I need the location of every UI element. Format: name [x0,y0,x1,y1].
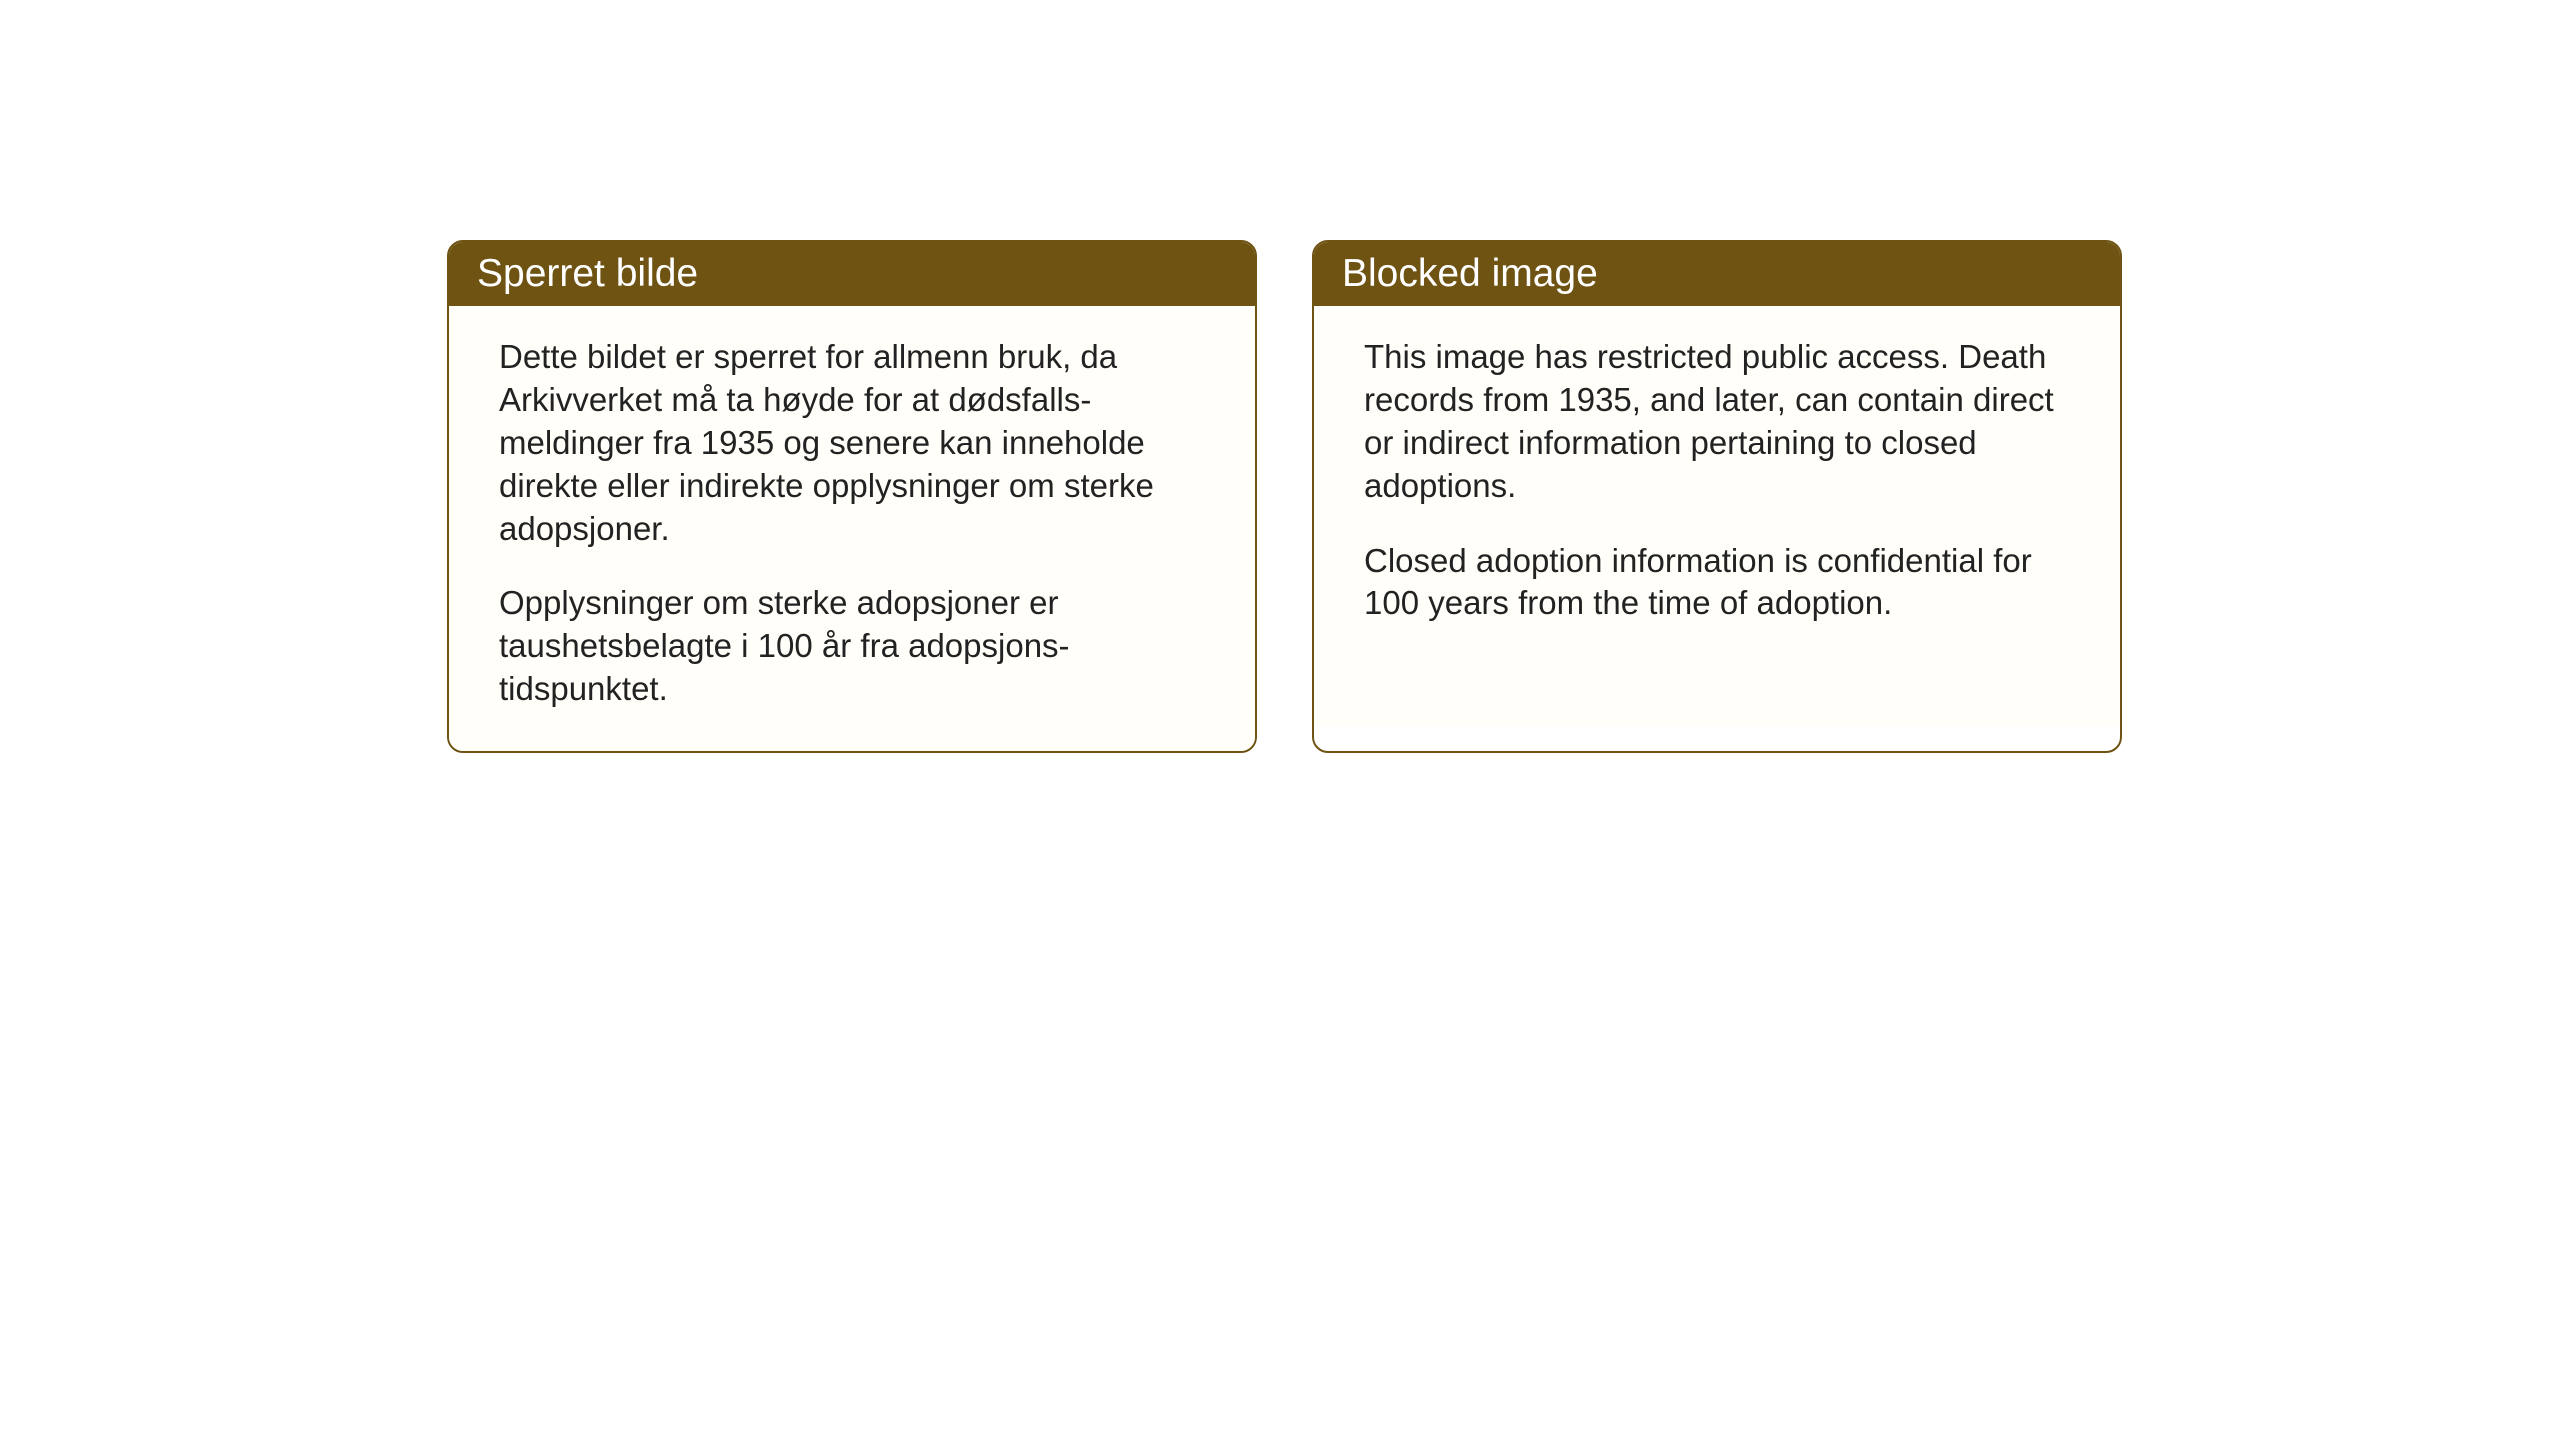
card-header-english: Blocked image [1314,242,2120,306]
card-paragraph-1-english: This image has restricted public access.… [1364,336,2070,508]
card-title-english: Blocked image [1342,252,1598,295]
notice-cards-container: Sperret bilde Dette bildet er sperret fo… [447,240,2122,753]
notice-card-norwegian: Sperret bilde Dette bildet er sperret fo… [447,240,1257,753]
card-paragraph-1-norwegian: Dette bildet er sperret for allmenn bruk… [499,336,1205,550]
card-body-english: This image has restricted public access.… [1314,306,2120,725]
notice-card-english: Blocked image This image has restricted … [1312,240,2122,753]
card-paragraph-2-norwegian: Opplysninger om sterke adopsjoner er tau… [499,582,1205,711]
card-header-norwegian: Sperret bilde [449,242,1255,306]
card-paragraph-2-english: Closed adoption information is confident… [1364,540,2070,626]
card-title-norwegian: Sperret bilde [477,252,698,295]
card-body-norwegian: Dette bildet er sperret for allmenn bruk… [449,306,1255,751]
